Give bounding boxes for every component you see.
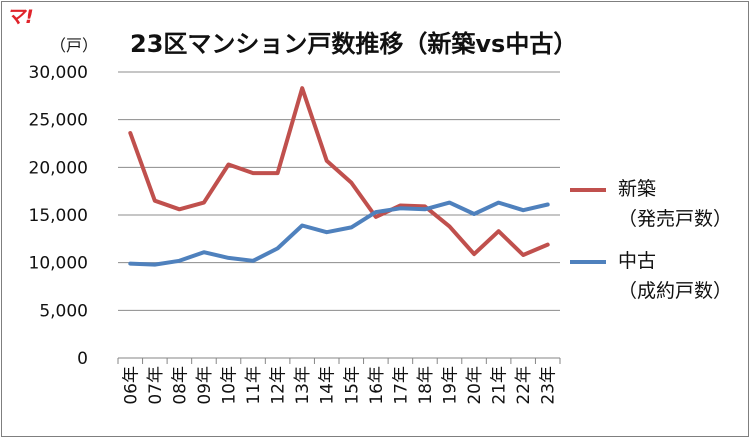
x-tick-label: 11年 xyxy=(244,366,264,405)
legend-label-new: 新築 xyxy=(618,178,657,200)
x-tick-label: 18年 xyxy=(416,366,436,405)
data-point-1-14 xyxy=(472,212,476,216)
series-lines xyxy=(128,86,550,267)
y-axis-unit: （戸） xyxy=(50,36,99,55)
x-tick-label: 09年 xyxy=(195,366,215,405)
y-tick-label: 20,000 xyxy=(29,158,88,178)
y-tick-label: 5,000 xyxy=(39,301,88,321)
data-point-1-16 xyxy=(521,208,525,212)
data-point-1-13 xyxy=(448,201,451,205)
data-point-0-10 xyxy=(374,215,378,219)
chart-title: 23区マンション戸数推移（新築vs中古） xyxy=(130,30,578,58)
x-tick-label: 08年 xyxy=(170,366,190,405)
x-tick-label: 15年 xyxy=(342,366,362,405)
x-tick-label: 12年 xyxy=(269,366,289,405)
data-point-1-9 xyxy=(349,225,353,229)
data-point-0-4 xyxy=(227,162,230,166)
x-tick-label: 20年 xyxy=(465,366,485,405)
data-point-1-8 xyxy=(325,230,329,234)
series-line-0 xyxy=(128,86,550,257)
data-point-0-13 xyxy=(448,224,451,228)
data-point-0-14 xyxy=(472,252,476,256)
data-point-1-15 xyxy=(497,201,501,205)
data-point-1-10 xyxy=(374,210,378,214)
data-point-0-1 xyxy=(153,199,157,203)
data-point-0-15 xyxy=(497,229,501,233)
data-point-1-3 xyxy=(202,250,206,254)
data-point-1-0 xyxy=(128,262,132,266)
x-tick-label: 19年 xyxy=(441,366,461,405)
series-line-1 xyxy=(128,200,550,267)
x-axis-ticks: 06年 07年 08年 09年 10年 11年 12年 13年 14年 15年 16年 17年 18年 1… xyxy=(117,358,561,405)
data-point-0-7 xyxy=(300,86,304,90)
legend-swatch-new xyxy=(570,188,606,192)
data-point-0-0 xyxy=(128,131,132,135)
y-tick-label: 30,000 xyxy=(29,63,88,83)
y-tick-label: 15,000 xyxy=(29,206,88,226)
data-point-1-7 xyxy=(300,223,304,227)
y-tick-label: 0 xyxy=(77,349,88,369)
x-tick-label: 22年 xyxy=(514,366,534,405)
x-tick-label: 06年 xyxy=(121,366,141,405)
gridlines xyxy=(118,71,560,359)
x-tick-label: 23年 xyxy=(539,366,559,405)
data-point-0-16 xyxy=(521,253,525,257)
x-tick-label: 16年 xyxy=(367,366,387,405)
data-point-0-6 xyxy=(276,171,280,175)
data-point-0-8 xyxy=(325,159,329,163)
legend-sublabel-new: （発売戸数） xyxy=(618,208,733,230)
x-tick-label: 17年 xyxy=(391,366,411,405)
data-point-1-17 xyxy=(546,203,550,207)
data-point-1-1 xyxy=(153,263,157,267)
data-point-0-9 xyxy=(349,181,353,185)
y-tick-label: 10,000 xyxy=(29,254,88,274)
x-tick-label: 21年 xyxy=(490,366,510,405)
data-point-0-2 xyxy=(177,207,181,211)
data-point-0-11 xyxy=(398,203,402,207)
data-point-1-4 xyxy=(227,256,230,260)
y-tick-label: 25,000 xyxy=(29,111,88,131)
logo: マ! xyxy=(6,6,34,28)
data-point-1-5 xyxy=(251,259,255,263)
data-point-1-6 xyxy=(276,246,280,250)
x-tick-label: 10年 xyxy=(220,366,240,405)
x-tick-label: 14年 xyxy=(318,366,338,405)
legend-swatch-used xyxy=(570,260,606,264)
legend-label-used: 中古 xyxy=(618,250,657,272)
x-tick-label: 07年 xyxy=(146,366,166,405)
y-axis-ticks: 0 5,000 10,000 15,000 20,000 25,000 30,000 xyxy=(29,63,88,369)
data-point-1-12 xyxy=(423,207,427,211)
data-point-1-11 xyxy=(398,206,402,210)
legend-sublabel-used: （成約戸数） xyxy=(618,280,733,302)
data-point-0-17 xyxy=(546,243,550,247)
data-point-1-2 xyxy=(177,259,181,263)
data-point-0-5 xyxy=(251,171,255,175)
x-tick-label: 13年 xyxy=(293,366,313,405)
data-point-0-3 xyxy=(202,201,206,205)
